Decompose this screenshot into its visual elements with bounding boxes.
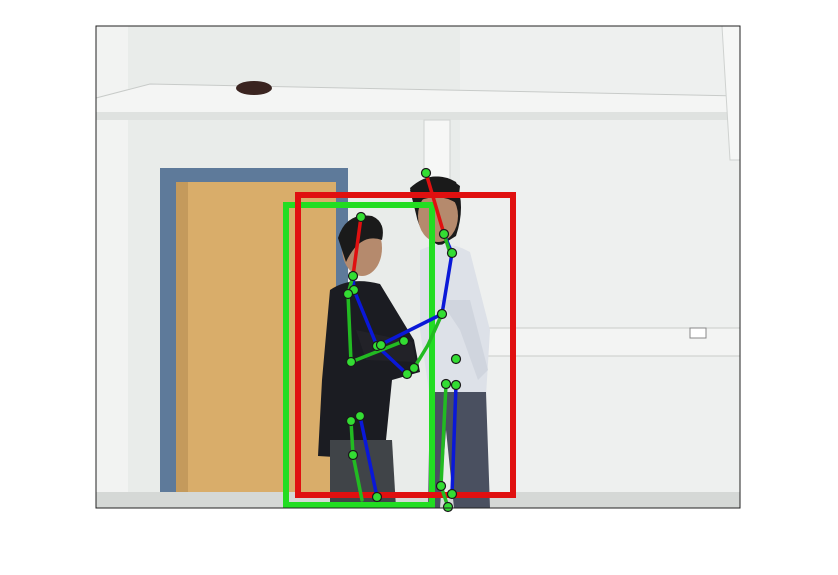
- joint: [356, 412, 365, 421]
- joint: [440, 230, 449, 239]
- joint: [452, 355, 461, 364]
- door: [176, 182, 336, 508]
- joint: [344, 290, 353, 299]
- joint: [442, 380, 451, 389]
- joint: [448, 490, 457, 499]
- joint: [357, 213, 366, 222]
- shelf-object: [236, 81, 272, 95]
- joint: [422, 169, 431, 178]
- joint: [373, 493, 382, 502]
- photo: [96, 26, 740, 508]
- joint: [410, 364, 419, 373]
- joint: [349, 272, 358, 281]
- joint: [438, 310, 447, 319]
- joint: [448, 249, 457, 258]
- joint: [452, 381, 461, 390]
- bone-hip-r: [351, 421, 353, 455]
- joint: [347, 417, 356, 426]
- joint: [347, 358, 356, 367]
- socket: [690, 328, 706, 338]
- joint: [444, 503, 453, 512]
- shelf-edge: [96, 112, 740, 120]
- door-shade: [176, 182, 188, 508]
- joint: [349, 451, 358, 460]
- joint: [377, 341, 386, 350]
- joint: [400, 337, 409, 346]
- joint: [437, 482, 446, 491]
